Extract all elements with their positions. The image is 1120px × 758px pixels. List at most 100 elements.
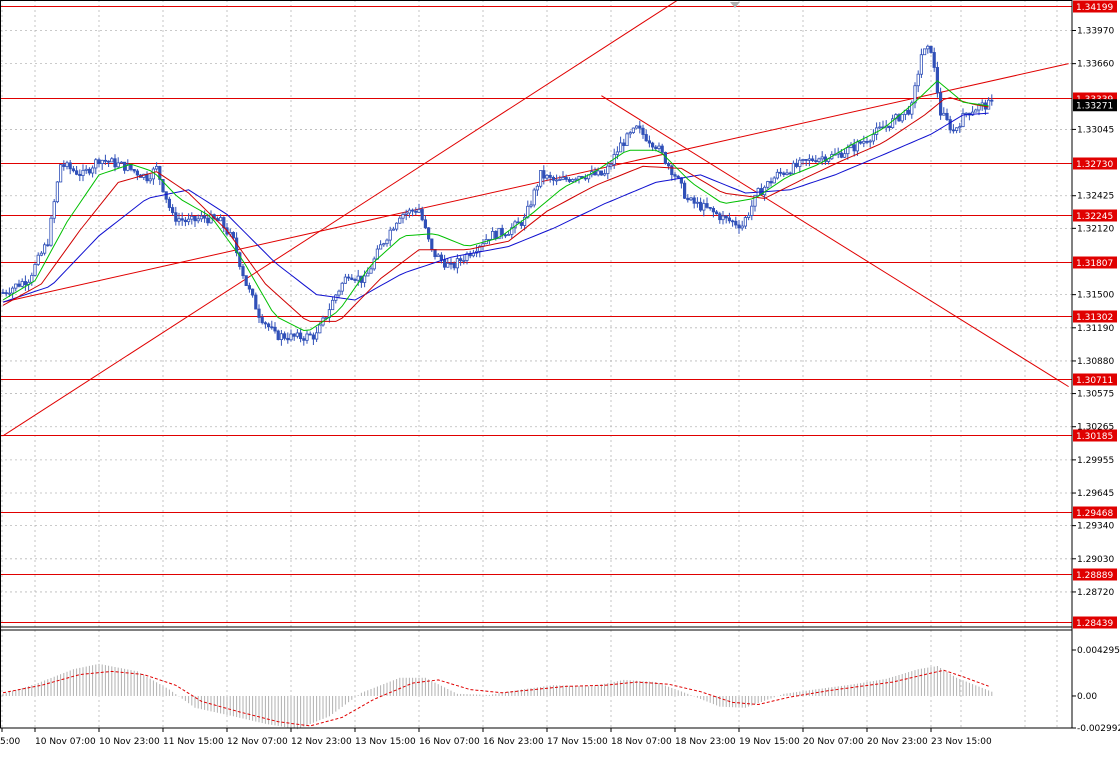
candle-body bbox=[945, 112, 949, 120]
candle-body bbox=[417, 209, 421, 213]
candle-body bbox=[839, 152, 844, 158]
level-price-box bbox=[1073, 256, 1117, 269]
candle-body bbox=[55, 181, 60, 203]
candle-body bbox=[747, 215, 751, 218]
candle-body bbox=[564, 177, 568, 180]
time-tick-label: 10 Nov 23:00 bbox=[99, 737, 160, 747]
trend-line-channel-lower bbox=[2, 63, 1069, 303]
candle-body bbox=[170, 207, 175, 214]
candle-body bbox=[180, 218, 184, 221]
candle-body bbox=[971, 111, 975, 116]
candle-body bbox=[231, 232, 235, 239]
candle-body bbox=[887, 125, 892, 129]
candle-body bbox=[555, 179, 559, 182]
candle-body bbox=[571, 179, 575, 182]
candle-body bbox=[193, 215, 197, 222]
candle-body bbox=[78, 173, 82, 176]
trend-line-descending bbox=[601, 95, 1069, 388]
candle-body bbox=[647, 140, 652, 144]
candle-body bbox=[955, 127, 959, 131]
candle-body bbox=[692, 197, 696, 204]
candle-body bbox=[753, 194, 757, 207]
candle-body bbox=[919, 54, 924, 75]
price-tick-label: 1.30575 bbox=[1077, 390, 1114, 400]
price-tick-label: 1.33045 bbox=[1077, 125, 1114, 135]
candle-body bbox=[455, 258, 460, 269]
candle-body bbox=[990, 99, 994, 102]
candle-body bbox=[750, 205, 754, 216]
level-price-box bbox=[1073, 429, 1117, 442]
candle-body bbox=[52, 201, 56, 219]
candle-body bbox=[270, 326, 274, 329]
candle-body bbox=[897, 114, 901, 122]
candle-body bbox=[958, 126, 962, 129]
level-price-box bbox=[1073, 616, 1117, 629]
candle-body bbox=[667, 163, 671, 167]
candle-body bbox=[631, 127, 636, 133]
candle-body bbox=[190, 215, 194, 220]
candle-body bbox=[36, 254, 40, 265]
candle-body bbox=[430, 238, 434, 250]
osc-tick-label: -0.002992 bbox=[1077, 724, 1120, 734]
candle-body bbox=[135, 170, 139, 176]
candle-body bbox=[132, 169, 136, 172]
level-price-label: 1.30711 bbox=[1076, 376, 1113, 386]
candle-body bbox=[282, 333, 287, 339]
candle-body bbox=[478, 245, 482, 252]
candle-body bbox=[356, 275, 360, 281]
candle-body bbox=[238, 252, 242, 267]
time-tick-label: 16 Nov 07:00 bbox=[419, 737, 480, 747]
candle-body bbox=[49, 217, 53, 246]
candle-body bbox=[273, 326, 277, 332]
candle-body bbox=[110, 158, 114, 163]
candle-body bbox=[314, 332, 319, 340]
candle-body bbox=[385, 239, 389, 245]
candle-body bbox=[817, 158, 821, 162]
candle-body bbox=[820, 156, 824, 160]
candle-body bbox=[638, 125, 642, 129]
candle-body bbox=[378, 244, 383, 250]
candle-body bbox=[846, 147, 850, 155]
candle-body bbox=[436, 254, 440, 258]
moving-average-line bbox=[2, 112, 989, 303]
candle-body bbox=[4, 292, 8, 294]
price-tick-label: 1.29030 bbox=[1077, 555, 1114, 565]
candle-body bbox=[46, 244, 50, 247]
price-tick-label: 1.31190 bbox=[1077, 324, 1114, 334]
candle-body bbox=[308, 333, 312, 336]
candle-body bbox=[196, 218, 200, 222]
candle-body bbox=[107, 160, 111, 163]
candle-body bbox=[695, 201, 700, 204]
current-price-label: 1.33271 bbox=[1076, 102, 1113, 112]
candle-body bbox=[446, 262, 450, 268]
candle-body bbox=[740, 225, 744, 229]
candle-body bbox=[113, 158, 117, 168]
candle-body bbox=[654, 146, 658, 149]
candle-body bbox=[567, 179, 572, 182]
candle-body bbox=[859, 141, 863, 144]
level-price-label: 1.31807 bbox=[1076, 259, 1113, 269]
candle-body bbox=[615, 151, 620, 155]
candle-body bbox=[119, 161, 123, 164]
candle-body bbox=[737, 224, 741, 229]
candle-body bbox=[727, 217, 732, 222]
time-tick-label: 16 Nov 23:00 bbox=[483, 737, 544, 747]
candle-body bbox=[394, 222, 399, 230]
candle-body bbox=[657, 145, 661, 149]
level-price-box bbox=[1073, 209, 1117, 222]
level-price-label: 1.32245 bbox=[1076, 212, 1113, 222]
candle-body bbox=[871, 134, 876, 142]
candle-body bbox=[91, 167, 95, 174]
candle-body bbox=[254, 294, 258, 310]
candle-body bbox=[814, 160, 818, 163]
candle-body bbox=[186, 218, 191, 223]
candle-body bbox=[260, 317, 264, 324]
candle-body bbox=[426, 227, 431, 240]
candle-body bbox=[404, 212, 408, 215]
candle-body bbox=[855, 141, 860, 152]
candle-body bbox=[708, 206, 712, 209]
candle-body bbox=[535, 185, 540, 191]
time-tick-label: 20 Nov 23:00 bbox=[867, 737, 928, 747]
candle-body bbox=[362, 275, 367, 283]
